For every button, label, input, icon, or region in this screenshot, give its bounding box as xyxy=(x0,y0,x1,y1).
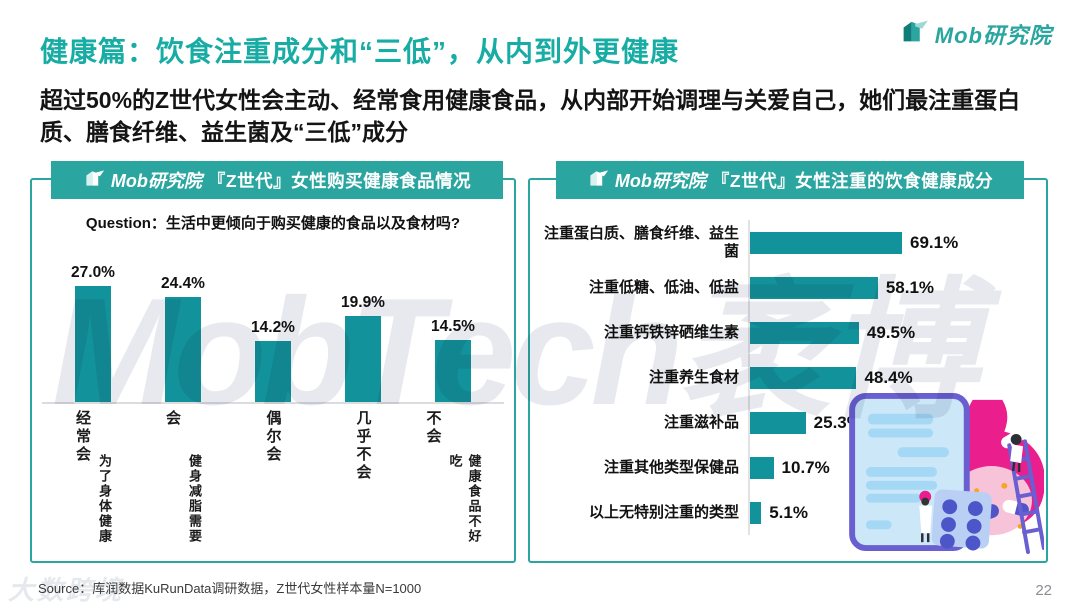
bar xyxy=(345,316,381,402)
mob-logo-text: Mob研究院 xyxy=(934,22,1052,48)
hbar-value-label: 48.4% xyxy=(864,367,913,387)
bar-value-label: 14.2% xyxy=(251,318,295,336)
bar xyxy=(750,276,878,299)
slide-subtitle: 超过50%的Z世代女性会主动、经常食用健康食品，从内部开始调理与关爱自己，她们最… xyxy=(40,87,1021,146)
left-chart-banner: Mob研究院 『Z世代』女性购买健康食品情况 xyxy=(51,161,503,199)
bar-column: 14.5% xyxy=(408,230,498,402)
bar xyxy=(750,366,857,389)
panel-ingredients-chart: Mob研究院 『Z世代』女性注重的饮食健康成分 注重蛋白质、膳食纤维、益生菌 6… xyxy=(528,161,1048,563)
bar xyxy=(750,501,762,524)
hbar-row: 注重钙铁锌硒维生素 49.5% xyxy=(540,310,1036,355)
page-title: 健康篇：饮食注重成分和“三低”，从内到外更健康 xyxy=(40,36,680,67)
bar xyxy=(255,340,291,402)
bar xyxy=(750,411,806,434)
stomach-health-illustration xyxy=(846,388,1046,559)
x-axis-label-main: 几乎不会 xyxy=(354,410,372,482)
source-note: Source：库润数据KuRunData调研数据，Z世代女性样本量N=1000 xyxy=(38,581,422,596)
panel-purchase-chart: Mob研究院 『Z世代』女性购买健康食品情况 Question：生活中更倾向于购… xyxy=(30,161,516,563)
x-axis-label-main: 不会 xyxy=(424,410,442,446)
hbar-row: 注重养生食材 48.4% xyxy=(540,355,1036,400)
column-chart: 27.0% 24.4% 14.2% 19.9% 14.5% xyxy=(48,230,498,402)
hbar-value-label: 69.1% xyxy=(910,232,959,252)
hbar-value-label: 58.1% xyxy=(885,277,935,297)
mob-building-icon-white xyxy=(587,167,609,194)
hbar-value-label: 49.5% xyxy=(866,322,916,342)
x-axis-label-sub: 健康食品不好吃 xyxy=(447,454,482,544)
hbar-track: 58.1% xyxy=(748,265,934,310)
bar-value-label: 19.9% xyxy=(341,294,385,312)
page-number: 22 xyxy=(1035,582,1052,599)
hbar-row: 注重其他类型保健品 10.7% xyxy=(540,445,1036,490)
hbar-label: 注重钙铁锌硒维生素 xyxy=(603,323,739,341)
x-axis-label-main: 经常会 xyxy=(74,410,91,464)
x-axis-label-main: 偶尔会 xyxy=(264,410,282,464)
x-axis-label-sub: 健身减脂需要 xyxy=(187,454,202,544)
bar-column: 24.4% xyxy=(138,230,228,402)
bar xyxy=(750,321,859,344)
right-chart-title: 『Z世代』女性注重的饮食健康成分 xyxy=(711,170,994,191)
hbar-value-label: 5.1% xyxy=(769,502,808,522)
x-axis-label: 几乎不会 xyxy=(318,410,408,553)
hbar-label: 以上无特别注重的类型 xyxy=(588,503,739,521)
hbar-track: 49.5% xyxy=(748,310,915,355)
hbar-track: 69.1% xyxy=(748,220,958,265)
x-axis-label-sub: 为了身体健康 xyxy=(97,454,112,544)
hbar-track: 48.4% xyxy=(748,355,913,400)
right-chart-banner: Mob研究院 『Z世代』女性注重的饮食健康成分 xyxy=(556,161,1024,199)
x-axis-labels: 经常会 为了身体健康 会 健身减脂需要 偶尔会 几乎不会 不会 健康食品不好吃 xyxy=(48,410,498,553)
mob-building-icon-white xyxy=(83,167,105,194)
x-axis xyxy=(42,402,504,404)
hbar-row: 以上无特别注重的类型 5.1% xyxy=(540,490,1036,535)
bar-value-label: 24.4% xyxy=(161,275,205,293)
mob-building-icon xyxy=(899,16,929,51)
hbar-row: 注重蛋白质、膳食纤维、益生菌 69.1% xyxy=(540,220,1036,265)
x-axis-label: 不会 健康食品不好吃 xyxy=(408,410,498,553)
hbar-label: 注重养生食材 xyxy=(648,368,739,386)
mob-logo: Mob研究院 xyxy=(899,16,1052,51)
bar-value-label: 14.5% xyxy=(431,317,475,335)
banner-brand-text: Mob研究院 xyxy=(614,171,706,191)
hbar-row: 注重低糖、低油、低盐 58.1% xyxy=(540,265,1036,310)
x-axis-label-main: 会 xyxy=(164,410,181,428)
bar-column: 27.0% xyxy=(48,230,138,402)
left-chart-title: 『Z世代』女性购买健康食品情况 xyxy=(207,170,472,191)
banner-brand-text: Mob研究院 xyxy=(110,171,202,191)
bar-value-label: 27.0% xyxy=(71,263,115,281)
hbar-value-label: 10.7% xyxy=(781,457,830,477)
x-axis-label: 偶尔会 xyxy=(228,410,318,553)
bar-column: 14.2% xyxy=(228,230,318,402)
bar xyxy=(750,456,774,479)
hbar-label: 注重蛋白质、膳食纤维、益生菌 xyxy=(543,225,739,260)
bar xyxy=(165,297,201,402)
x-axis-label: 经常会 为了身体健康 xyxy=(48,410,138,553)
hbar-label: 注重其他类型保健品 xyxy=(603,458,739,476)
bar xyxy=(750,231,903,254)
bar xyxy=(75,285,111,402)
hbar-track: 10.7% xyxy=(748,445,830,490)
x-axis-label: 会 健身减脂需要 xyxy=(138,410,228,553)
hbar-label: 注重滋补品 xyxy=(663,413,739,431)
hbar-track: 25.3% xyxy=(748,400,862,445)
hbar-track: 5.1% xyxy=(748,490,808,535)
bar xyxy=(435,339,471,402)
bar-column: 19.9% xyxy=(318,230,408,402)
chart-question: Question：生活中更倾向于购买健康的食品以及食材吗? xyxy=(85,215,461,232)
hbar-label: 注重低糖、低油、低盐 xyxy=(588,278,739,296)
